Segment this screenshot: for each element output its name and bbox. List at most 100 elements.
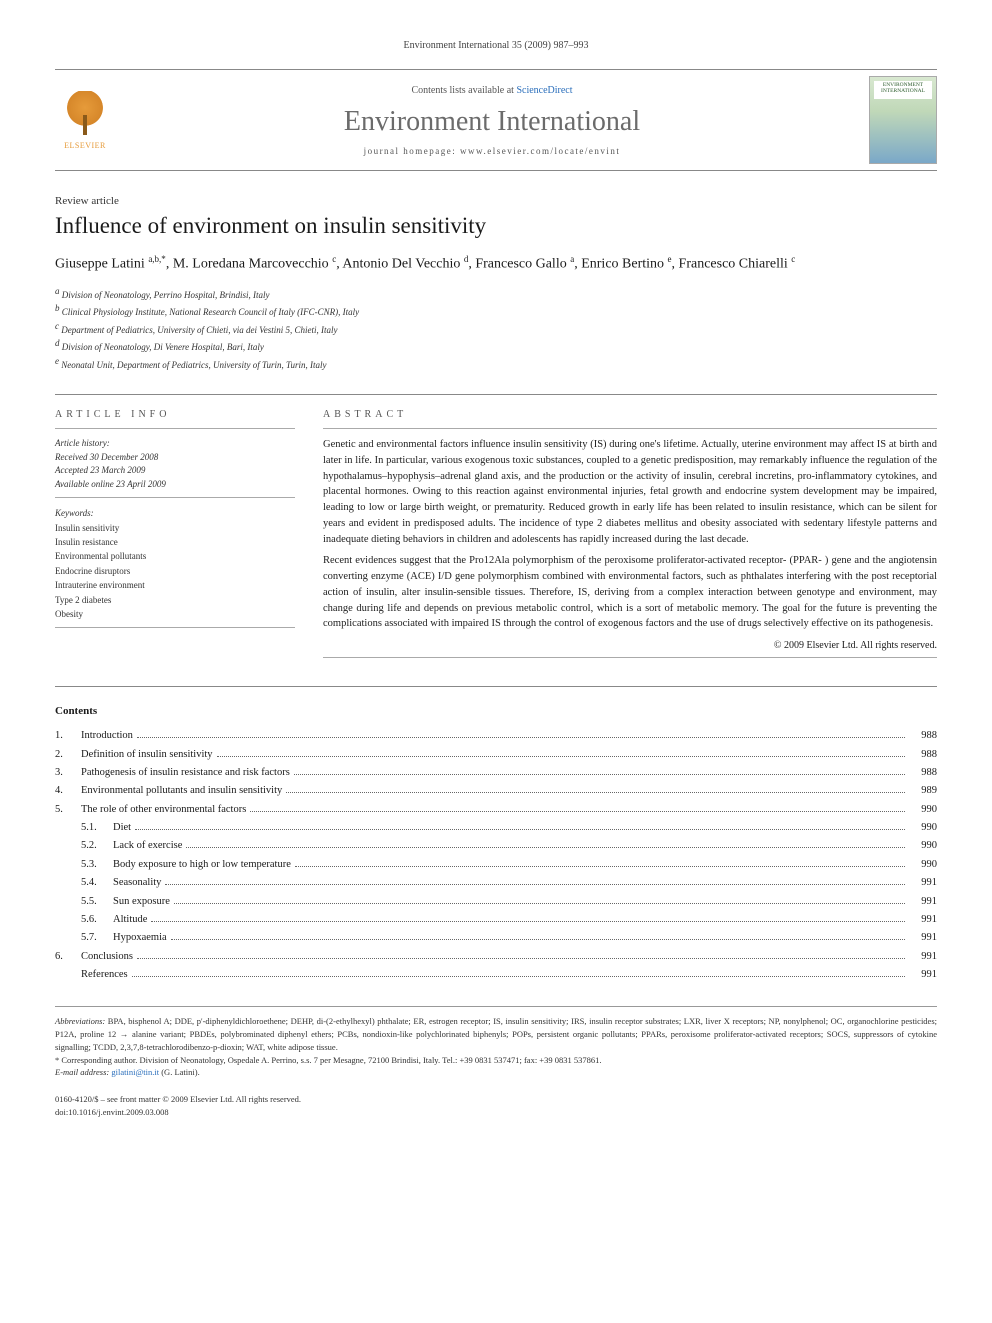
abstract-copyright: © 2009 Elsevier Ltd. All rights reserved… [323, 640, 937, 651]
toc-number: 5.6. [81, 911, 113, 929]
toc-entry[interactable]: 5.1.Diet 990 [55, 819, 937, 837]
toc-number: 5. [55, 801, 81, 819]
toc-entry[interactable]: 4.Environmental pollutants and insulin s… [55, 782, 937, 800]
toc-page: 990 [909, 819, 937, 837]
article-history: Article history: Received 30 December 20… [55, 437, 295, 491]
toc-page: 991 [909, 874, 937, 892]
toc-number: 1. [55, 727, 81, 745]
toc-leader-dots [137, 958, 905, 959]
toc-number: 5.7. [81, 929, 113, 947]
toc-page: 991 [909, 929, 937, 947]
toc-number: 6. [55, 948, 81, 966]
toc-page: 990 [909, 801, 937, 819]
toc-entry[interactable]: 5.7.Hypoxaemia 991 [55, 929, 937, 947]
toc-label: Conclusions [81, 948, 133, 966]
article-title: Influence of environment on insulin sens… [55, 213, 937, 239]
author-affil-ref: a [570, 254, 574, 264]
contents-prefix: Contents lists available at [411, 85, 516, 96]
author-affil-ref: c [332, 254, 336, 264]
keyword: Insulin resistance [55, 535, 295, 549]
cover-title: ENVIRONMENT INTERNATIONAL [870, 82, 936, 94]
toc-leader-dots [250, 811, 905, 812]
doi-line: doi:10.1016/j.envint.2009.03.008 [55, 1106, 937, 1119]
keyword: Endocrine disruptors [55, 564, 295, 578]
article-info-head: ARTICLE INFO [55, 409, 295, 420]
toc-leader-dots [294, 774, 905, 775]
toc-label: The role of other environmental factors [81, 801, 246, 819]
toc-number: 5.2. [81, 837, 113, 855]
keyword: Intrauterine environment [55, 578, 295, 592]
affiliation: d Division of Neonatology, Di Venere Hos… [55, 337, 937, 355]
toc-leader-dots [151, 921, 905, 922]
rule [55, 686, 937, 687]
toc-leader-dots [135, 829, 905, 830]
toc-entry[interactable]: 5.5.Sun exposure991 [55, 893, 937, 911]
author-list: Giuseppe Latini a,b,*, M. Loredana Marco… [55, 253, 937, 275]
toc-leader-dots [171, 939, 905, 940]
rule [55, 627, 295, 628]
toc-label: References [81, 966, 128, 984]
sciencedirect-link[interactable]: ScienceDirect [516, 85, 572, 96]
bottom-meta: 0160-4120/$ – see front matter © 2009 El… [55, 1093, 937, 1119]
history-accepted: Accepted 23 March 2009 [55, 464, 295, 478]
journal-article-page: Environment International 35 (2009) 987–… [0, 0, 992, 1149]
toc-entry[interactable]: 5.6.Altitude991 [55, 911, 937, 929]
toc-entry[interactable]: 2.Definition of insulin sensitivity988 [55, 746, 937, 764]
toc-entry[interactable]: 5.2.Lack of exercise990 [55, 837, 937, 855]
toc-label: Altitude [113, 911, 147, 929]
keywords-list: Insulin sensitivityInsulin resistanceEnv… [55, 521, 295, 622]
abstract-para-1: Genetic and environmental factors influe… [323, 437, 937, 547]
toc-label: Introduction [81, 727, 133, 745]
history-online: Available online 23 April 2009 [55, 478, 295, 492]
keyword: Obesity [55, 607, 295, 621]
abbrev-label: Abbreviations: [55, 1016, 105, 1026]
corresponding-email-link[interactable]: gilatini@tin.it [111, 1067, 159, 1077]
email-owner: (G. Latini). [159, 1067, 200, 1077]
toc-page: 988 [909, 727, 937, 745]
toc-label: Body exposure to high or low temperature [113, 856, 291, 874]
toc-label: Environmental pollutants and insulin sen… [81, 782, 282, 800]
header-center: Contents lists available at ScienceDirec… [125, 85, 859, 156]
abbrev-text: BPA, bisphenol A; DDE, p'-diphenyldichlo… [55, 1016, 937, 1052]
affil-tag: b [55, 303, 60, 313]
toc-leader-dots [217, 756, 905, 757]
toc-entry[interactable]: 3.Pathogenesis of insulin resistance and… [55, 764, 937, 782]
corresp-text: Corresponding author. Division of Neonat… [61, 1055, 601, 1065]
journal-name: Environment International [125, 106, 859, 138]
toc-entry[interactable]: 5.3.Body exposure to high or low tempera… [55, 856, 937, 874]
history-label: Article history: [55, 437, 295, 451]
journal-homepage-line: journal homepage: www.elsevier.com/locat… [125, 146, 859, 156]
toc-page: 990 [909, 837, 937, 855]
toc-number: 5.1. [81, 819, 113, 837]
toc-page: 991 [909, 966, 937, 984]
toc-label: Seasonality [113, 874, 161, 892]
toc-entry[interactable]: References 991 [55, 966, 937, 984]
email-line: E-mail address: gilatini@tin.it (G. Lati… [55, 1066, 937, 1079]
keyword: Environmental pollutants [55, 549, 295, 563]
email-label: E-mail address: [55, 1067, 109, 1077]
toc-leader-dots [137, 737, 905, 738]
homepage-prefix: journal homepage: [364, 146, 460, 156]
abstract-para-2: Recent evidences suggest that the Pro12A… [323, 553, 937, 632]
author-affil-ref: e [668, 254, 672, 264]
toc-entry[interactable]: 6.Conclusions991 [55, 948, 937, 966]
toc-page: 990 [909, 856, 937, 874]
issn-line: 0160-4120/$ – see front matter © 2009 El… [55, 1093, 937, 1106]
affil-tag: d [55, 338, 60, 348]
toc-label: Hypoxaemia [113, 929, 167, 947]
keyword: Insulin sensitivity [55, 521, 295, 535]
abstract-column: ABSTRACT Genetic and environmental facto… [323, 409, 937, 666]
toc-entry[interactable]: 1.Introduction 988 [55, 727, 937, 745]
toc-entry[interactable]: 5.The role of other environmental factor… [55, 801, 937, 819]
rule [323, 428, 937, 429]
abstract-head: ABSTRACT [323, 409, 937, 420]
author-affil-ref: d [464, 254, 469, 264]
toc-page: 988 [909, 764, 937, 782]
affiliation: e Neonatal Unit, Department of Pediatric… [55, 355, 937, 373]
affiliation-list: a Division of Neonatology, Perrino Hospi… [55, 285, 937, 373]
affiliation: c Department of Pediatrics, University o… [55, 320, 937, 338]
toc-leader-dots [295, 866, 905, 867]
affil-tag: c [55, 321, 59, 331]
toc-label: Diet [113, 819, 131, 837]
toc-entry[interactable]: 5.4.Seasonality991 [55, 874, 937, 892]
